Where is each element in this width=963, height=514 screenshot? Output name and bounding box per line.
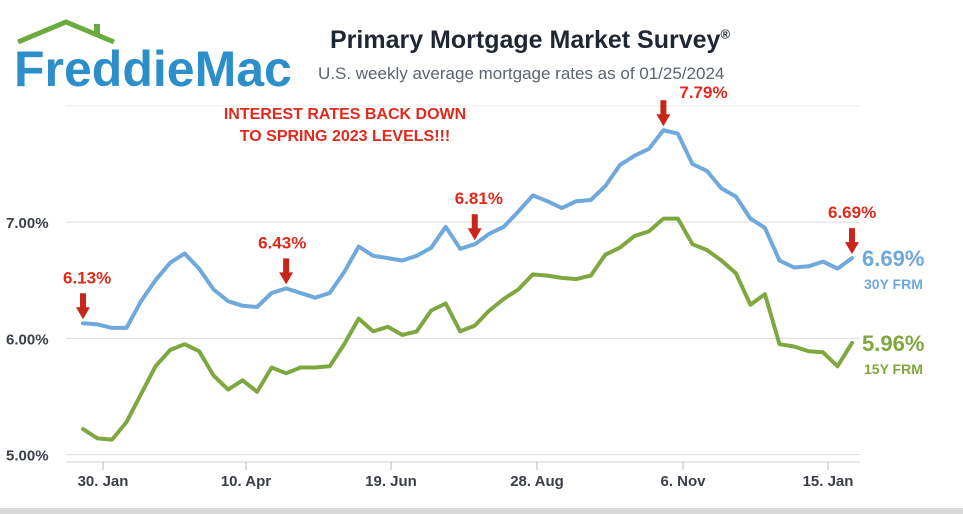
registered-mark: ® — [720, 26, 731, 42]
headline-line: INTEREST RATES BACK DOWN — [224, 106, 466, 123]
series-name: 30Y FRM — [864, 276, 923, 292]
series-line-15y — [81, 216, 854, 442]
y-tick-label: 7.00% — [6, 215, 49, 232]
freddie-mac-logo: FreddieMac — [14, 19, 292, 97]
callout-arrow-head — [279, 272, 294, 285]
x-tick-label: 15. Jan — [803, 473, 854, 490]
x-tick-label: 10. Apr — [221, 473, 271, 490]
house-chimney-icon — [94, 24, 100, 36]
callout-label: 6.13% — [63, 268, 111, 287]
callout-arrow-shaft — [849, 228, 855, 245]
headline-annotation: INTEREST RATES BACK DOWN TO SPRING 2023 L… — [224, 106, 466, 145]
callout-arrow-head — [656, 114, 671, 127]
headline-line: TO SPRING 2023 LEVELS!!! — [240, 128, 450, 145]
callout-label: 6.69% — [828, 203, 876, 222]
x-tick-label: 28. Aug — [510, 473, 564, 490]
y-axis-ticks: 7.00% 6.00% 5.00% — [6, 215, 49, 465]
series-line-30y — [81, 128, 854, 330]
y-tick-label: 5.00% — [6, 448, 49, 465]
callout-arrow-head — [467, 228, 482, 241]
footer-bar — [0, 508, 963, 514]
callout-labels: 6.13% 6.43% 6.81% 7.79% 6.69% — [63, 83, 876, 287]
callout-arrow-shaft — [660, 100, 667, 117]
logo-wordmark: FreddieMac — [14, 41, 292, 97]
y-tick-label: 6.00% — [6, 331, 49, 348]
callout-arrow-head — [845, 242, 859, 255]
series-name: 15Y FRM — [864, 361, 923, 377]
series-legend: 6.69% 30Y FRM 5.96% 15Y FRM — [862, 246, 924, 377]
callout-arrows — [76, 100, 859, 320]
x-tick-label: 30. Jan — [78, 473, 129, 490]
series-end-value: 6.69% — [862, 246, 924, 271]
callout-arrow-head — [76, 307, 90, 320]
x-tick-label: 6. Nov — [660, 473, 706, 490]
callout-arrow-shaft — [80, 293, 86, 310]
series-end-value: 5.96% — [862, 331, 924, 356]
callout-arrow-shaft — [283, 258, 290, 275]
callout-arrow-shaft — [471, 214, 478, 231]
callout-label: 6.43% — [258, 233, 306, 252]
x-axis-ticks: 30. Jan 10. Apr 19. Jun 28. Aug 6. Nov 15. Ja… — [66, 461, 860, 490]
gridlines — [66, 105, 860, 456]
chart-title-text: Primary Mortgage Market Survey — [330, 26, 721, 54]
chart-subtitle: U.S. weekly average mortgage rates as of… — [318, 64, 725, 83]
callout-label: 7.79% — [679, 83, 727, 102]
series-lines — [81, 128, 854, 442]
callout-label: 6.81% — [455, 189, 503, 208]
x-tick-label: 19. Jun — [365, 473, 417, 490]
chart-title: Primary Mortgage Market Survey® — [330, 26, 730, 55]
